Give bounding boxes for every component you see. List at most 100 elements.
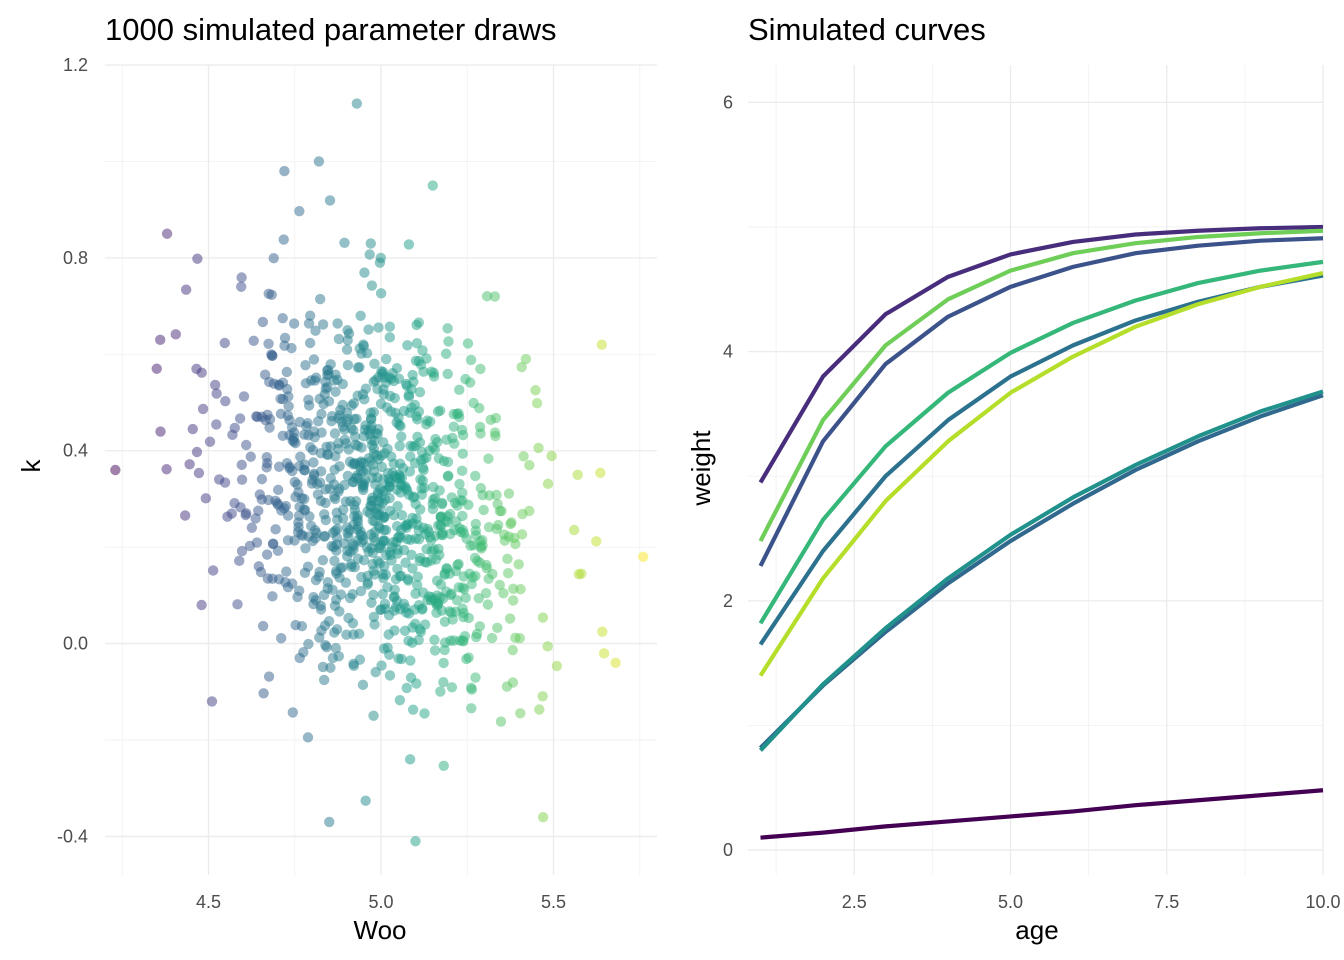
scatter-point <box>314 393 325 405</box>
scatter-point <box>301 421 312 432</box>
scatter-point <box>292 591 303 603</box>
scatter-point <box>354 362 365 373</box>
scatter-point <box>486 632 498 644</box>
scatter-point <box>492 622 503 634</box>
scatter-point <box>463 499 474 511</box>
scatter-point <box>351 413 362 425</box>
scatter-point <box>407 492 419 503</box>
scatter-point <box>368 589 379 600</box>
scatter-point <box>442 368 453 380</box>
scatter-point <box>441 563 453 574</box>
scatter-point <box>393 373 405 384</box>
scatter-point <box>365 500 376 511</box>
scatter-point <box>458 636 469 647</box>
scatter-point <box>456 465 468 477</box>
scatter-point <box>410 588 421 599</box>
scatter-point <box>289 535 300 546</box>
scatter-point <box>433 453 445 464</box>
scatter-point <box>436 605 448 616</box>
scatter-point <box>363 324 374 335</box>
scatter-point <box>395 478 406 490</box>
scatter-point <box>257 316 269 328</box>
scatter-point <box>537 612 549 623</box>
scatter-point <box>494 579 505 591</box>
scatter-point <box>330 386 341 397</box>
scatter-point <box>359 267 370 278</box>
scatter-point <box>272 484 284 496</box>
scatter-point <box>308 354 320 365</box>
scatter-point <box>339 538 350 549</box>
scatter-point <box>537 811 549 823</box>
scatter-point <box>404 407 415 418</box>
scatter-point <box>534 704 545 715</box>
scatter-point <box>375 483 386 494</box>
scatter-point <box>438 657 449 669</box>
scatter-point <box>325 472 336 484</box>
line-x-tick-label: 7.5 <box>1154 892 1179 912</box>
scatter-point <box>364 249 375 260</box>
scatter-point <box>365 238 376 249</box>
scatter-point <box>382 443 393 455</box>
scatter-point <box>206 696 218 707</box>
scatter-point <box>413 634 424 646</box>
scatter-point <box>197 403 209 415</box>
scatter-point <box>315 604 327 615</box>
scatter-point <box>421 353 432 364</box>
scatter-point <box>351 98 363 109</box>
scatter-point <box>388 509 400 521</box>
scatter-point <box>368 448 380 460</box>
scatter-point <box>507 644 518 656</box>
scatter-point <box>339 424 350 435</box>
scatter-point <box>336 416 347 428</box>
scatter-point <box>314 293 326 305</box>
scatter-point <box>372 555 383 567</box>
scatter-x-tick-label: 5.0 <box>368 892 393 912</box>
scatter-point <box>322 365 333 376</box>
scatter-point <box>490 412 502 424</box>
line-series-9 <box>758 271 1324 677</box>
scatter-point <box>378 572 389 584</box>
scatter-point <box>193 467 205 479</box>
scatter-point <box>421 543 432 555</box>
scatter-point <box>304 337 316 349</box>
scatter-point <box>431 575 443 586</box>
scatter-point <box>346 400 357 411</box>
scatter-points <box>110 98 649 847</box>
scatter-point <box>457 448 468 459</box>
scatter-point <box>375 288 387 299</box>
scatter-point <box>267 591 278 602</box>
scatter-point <box>209 379 221 391</box>
scatter-point <box>294 206 305 217</box>
scatter-point <box>426 366 437 377</box>
scatter-point <box>389 625 400 636</box>
scatter-point <box>339 237 350 248</box>
scatter-point <box>400 520 411 531</box>
scatter-point <box>518 451 529 462</box>
scatter-point <box>219 477 231 488</box>
scatter-point <box>155 426 166 437</box>
scatter-point <box>394 694 406 706</box>
scatter-point <box>450 606 461 617</box>
scatter-point <box>352 440 363 452</box>
scatter-point <box>510 632 521 644</box>
scatter-point <box>261 549 273 560</box>
scatter-point <box>375 604 386 615</box>
scatter-point <box>343 444 354 455</box>
scatter-point <box>443 336 454 347</box>
scatter-point <box>335 589 347 600</box>
scatter-point <box>520 353 532 365</box>
scatter-point <box>395 532 406 544</box>
scatter-point <box>458 584 470 595</box>
scatter-point <box>384 546 396 558</box>
scatter-point <box>318 531 330 542</box>
scatter-point <box>273 461 285 472</box>
scatter-point <box>332 514 343 526</box>
scatter-point <box>359 394 370 405</box>
scatter-point <box>266 289 277 300</box>
scatter-point <box>253 505 264 516</box>
scatter-point <box>489 291 501 302</box>
scatter-point <box>458 611 469 623</box>
scatter-point <box>248 335 259 346</box>
scatter-point <box>170 329 181 340</box>
scatter-point <box>341 522 353 533</box>
